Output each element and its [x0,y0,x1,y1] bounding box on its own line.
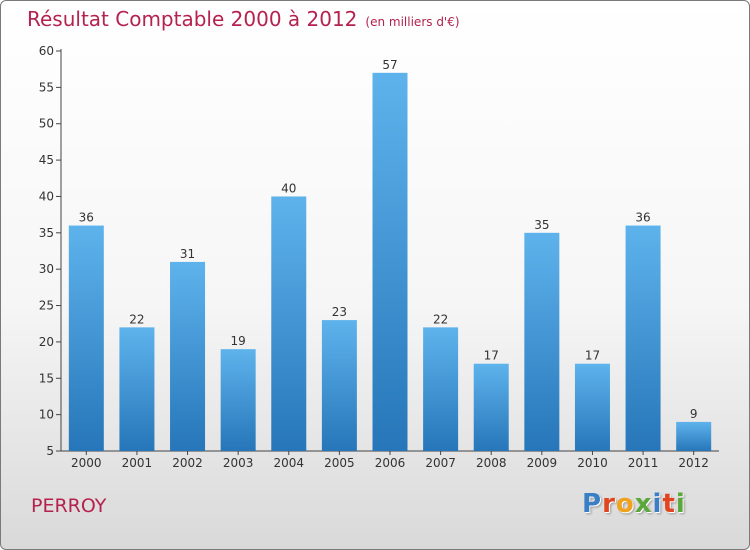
x-tick-label: 2012 [678,456,709,470]
logo-letter: i [675,489,686,519]
x-tick-label: 2006 [375,456,406,470]
data-label: 9 [690,407,698,421]
y-tick-label: 55 [39,80,54,94]
axes: 5 10 15 20 25 30 35 40 45 50 55 60 2000 2001 2002 2003 2… [39,44,719,470]
x-tick-label: 2003 [223,456,254,470]
data-label: 57 [382,58,397,72]
x-tick-label: 2011 [628,456,659,470]
bar [574,363,610,451]
data-label: 22 [129,312,144,326]
bars [68,72,712,452]
data-label: 17 [484,349,499,363]
x-tick-label: 2001 [122,456,153,470]
y-tick-label: 45 [39,153,54,167]
bar [524,232,560,451]
x-tick-label: 2010 [577,456,608,470]
x-tick-label: 2008 [476,456,507,470]
bar [170,261,206,451]
data-label: 19 [231,334,246,348]
y-tick-label: 5 [46,444,54,458]
y-tick-label: 20 [39,335,54,349]
bar [220,349,256,451]
data-label: 31 [180,247,195,261]
chart-subtitle: (en milliers d'€) [365,15,460,29]
x-tick-label: 2004 [273,456,304,470]
data-label: 17 [585,349,600,363]
logo-letter: x [634,489,653,519]
bar [68,225,104,451]
proxiti-logo: Proxiti [582,489,686,519]
logo-letter: o [615,489,635,519]
bar [473,363,509,451]
x-tick-label: 2000 [71,456,102,470]
y-tick-label: 35 [39,226,54,240]
bar [625,225,661,451]
bar [271,196,307,451]
title-text: Résultat Comptable 2000 à 2012 [27,7,358,31]
y-tick-label: 25 [39,299,54,313]
x-tick-label: 2007 [425,456,456,470]
bar [321,320,357,451]
chart-title: Résultat Comptable 2000 à 2012 (en millie… [27,7,460,31]
data-label: 35 [534,218,549,232]
x-tick-label: 2009 [527,456,558,470]
y-tick-label: 40 [39,189,54,203]
bar [423,327,459,451]
bar [676,421,712,451]
y-tick-label: 60 [39,44,54,58]
data-label: 40 [281,181,296,195]
x-tick-label: 2002 [172,456,203,470]
data-label: 36 [79,211,94,225]
data-label: 36 [635,211,650,225]
bar [372,72,408,452]
data-labels: 36 22 31 19 40 23 57 22 17 35 17 36 9 [79,58,698,421]
x-tick-label: 2005 [324,456,355,470]
logo-letter: i [652,489,663,519]
commune-name: PERROY [31,495,107,517]
logo-letter: t [662,489,676,519]
y-tick-label: 10 [39,408,54,422]
logo-letter: r [602,489,616,519]
logo-letter: P [582,489,603,519]
y-tick-label: 15 [39,371,54,385]
y-tick-label: 50 [39,117,54,131]
y-tick-label: 30 [39,262,54,276]
data-label: 23 [332,305,347,319]
bar [119,327,155,451]
data-label: 22 [433,312,448,326]
